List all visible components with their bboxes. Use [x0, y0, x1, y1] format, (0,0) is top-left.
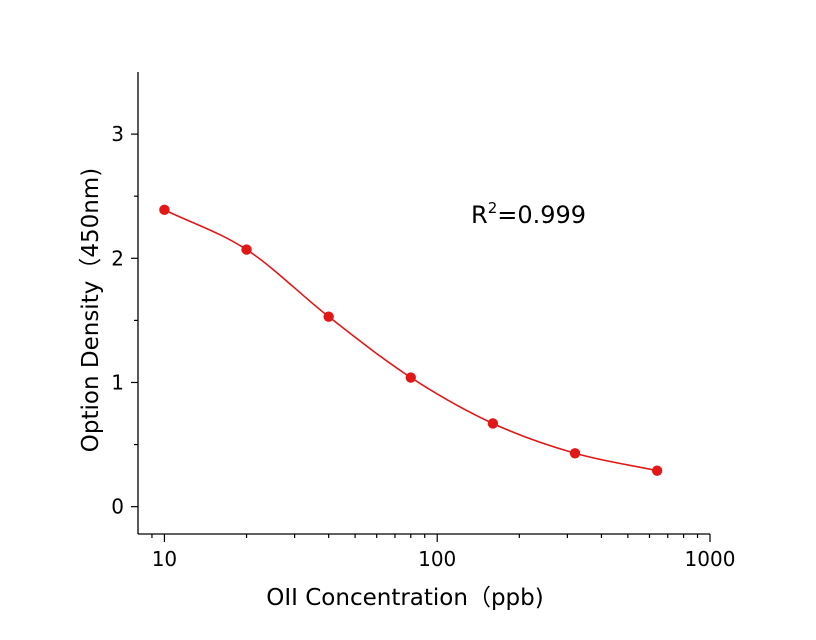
- y-tick-label: 3: [111, 122, 124, 146]
- fit-curve: [164, 209, 658, 472]
- data-point: [323, 311, 334, 322]
- y-tick-label: 2: [111, 246, 124, 270]
- tick-labels: 0 1 2 3 10 100 1000: [111, 122, 735, 571]
- x-axis-title: OII Concentration（ppb): [266, 585, 543, 611]
- data-point: [405, 372, 416, 383]
- data-point: [159, 204, 170, 216]
- data-point: [487, 418, 499, 429]
- data-point: [569, 448, 581, 459]
- y-axis-title: Option Density（450nm): [78, 168, 104, 452]
- r-squared-annotation: R2=0.999: [471, 199, 586, 229]
- y-tick-label: 0: [111, 495, 124, 519]
- r-squared-prefix: R: [471, 201, 488, 229]
- ticks: [131, 133, 711, 542]
- data-point: [651, 465, 663, 476]
- x-tick-label: 100: [418, 547, 456, 571]
- x-tick-label: 1000: [685, 547, 736, 571]
- x-tick-label: 10: [152, 547, 177, 571]
- y-tick-label: 1: [111, 370, 124, 394]
- axes: [137, 72, 710, 535]
- data-points: [159, 204, 663, 476]
- data-point: [241, 244, 252, 255]
- r-squared-superscript: 2: [488, 199, 498, 217]
- r-squared-value: =0.999: [497, 201, 586, 229]
